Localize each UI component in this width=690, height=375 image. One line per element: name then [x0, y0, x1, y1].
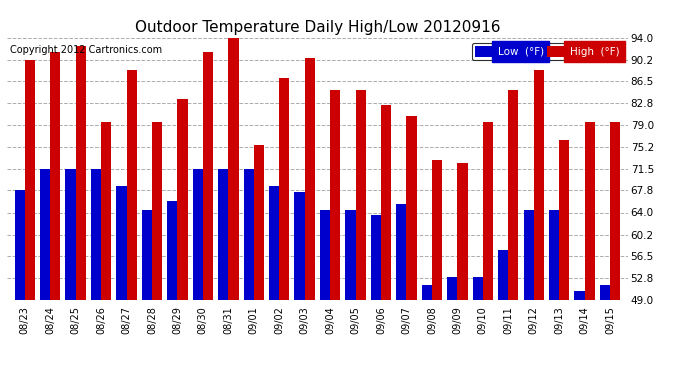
Bar [549, 210, 559, 300]
Bar [509, 90, 518, 300]
Bar [141, 210, 152, 300]
Bar [40, 169, 50, 300]
Bar [320, 210, 330, 300]
Bar [177, 99, 188, 300]
Bar [457, 163, 468, 300]
Bar [584, 122, 595, 300]
Bar [575, 291, 584, 300]
Bar [101, 122, 111, 300]
Bar [559, 140, 569, 300]
Bar [152, 122, 162, 300]
Bar [76, 46, 86, 300]
Bar [355, 90, 366, 300]
Bar [244, 169, 254, 300]
Bar [610, 122, 620, 300]
Bar [66, 169, 76, 300]
Bar [346, 210, 355, 300]
Bar [447, 277, 457, 300]
Bar [228, 34, 239, 300]
Bar [406, 116, 417, 300]
Bar [14, 190, 25, 300]
Bar [193, 169, 203, 300]
Bar [126, 70, 137, 300]
Bar [483, 122, 493, 300]
Text: Copyright 2012 Cartronics.com: Copyright 2012 Cartronics.com [10, 45, 162, 56]
Bar [600, 285, 610, 300]
Bar [330, 90, 340, 300]
Legend: Low  (°F), High  (°F): Low (°F), High (°F) [472, 43, 622, 60]
Bar [473, 277, 483, 300]
Bar [524, 210, 534, 300]
Bar [50, 52, 60, 300]
Bar [25, 60, 35, 300]
Bar [295, 192, 305, 300]
Bar [498, 251, 509, 300]
Title: Outdoor Temperature Daily High/Low 20120916: Outdoor Temperature Daily High/Low 20120… [135, 20, 500, 35]
Bar [254, 146, 264, 300]
Bar [117, 186, 126, 300]
Bar [203, 52, 213, 300]
Bar [371, 215, 381, 300]
Bar [91, 169, 101, 300]
Bar [422, 285, 432, 300]
Bar [396, 204, 406, 300]
Bar [305, 58, 315, 300]
Bar [381, 105, 391, 300]
Bar [432, 160, 442, 300]
Bar [279, 78, 289, 300]
Bar [167, 201, 177, 300]
Bar [218, 169, 228, 300]
Bar [534, 70, 544, 300]
Bar [269, 186, 279, 300]
